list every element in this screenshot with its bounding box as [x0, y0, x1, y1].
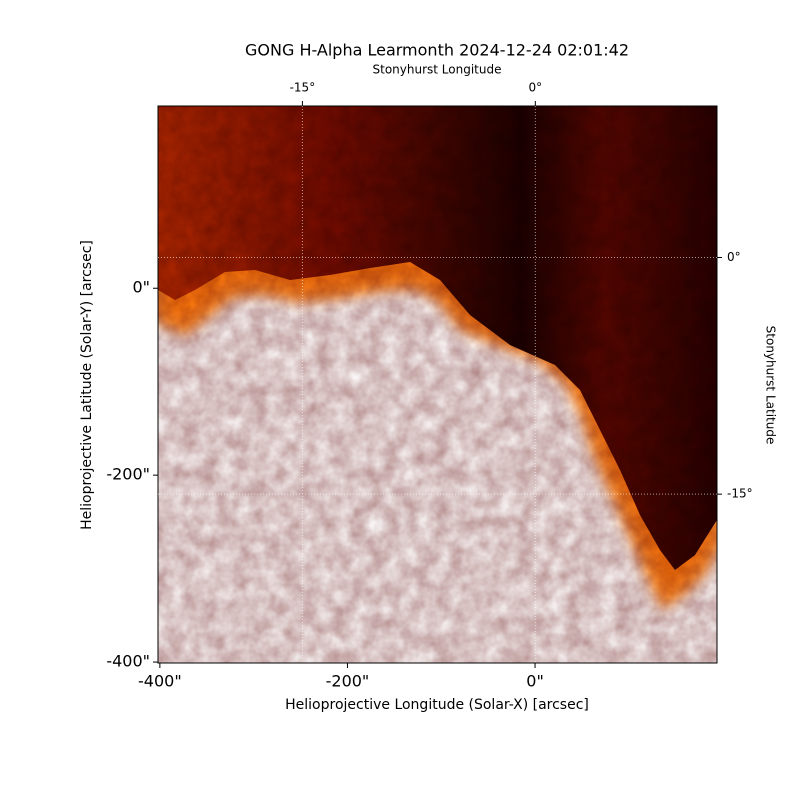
- axes-frame: [157, 105, 718, 664]
- x-tick-label: -200": [326, 672, 370, 691]
- y-axis-label: Helioprojective Latitude (Solar-Y) [arcs…: [79, 240, 95, 530]
- solar-image: [158, 106, 717, 663]
- x-tick-label: 0": [526, 672, 544, 691]
- x2-axis-label: Stonyhurst Longitude: [373, 63, 502, 77]
- y2-axis-label: Stonyhurst Latitude: [764, 326, 778, 445]
- x2-tick-label: 0°: [529, 81, 543, 95]
- y2-tick-label: -15°: [727, 487, 753, 501]
- x-tick-label: -400": [138, 672, 182, 691]
- y-tick-label: -400": [106, 652, 150, 671]
- chart-title: GONG H-Alpha Learmonth 2024-12-24 02:01:…: [245, 41, 629, 60]
- y-tick-label: -200": [106, 465, 150, 484]
- x-axis-label: Helioprojective Longitude (Solar-X) [arc…: [285, 697, 589, 713]
- x2-tick-label: -15°: [290, 81, 316, 95]
- y-tick-label: 0": [132, 278, 150, 297]
- y2-tick-label: 0°: [727, 250, 741, 264]
